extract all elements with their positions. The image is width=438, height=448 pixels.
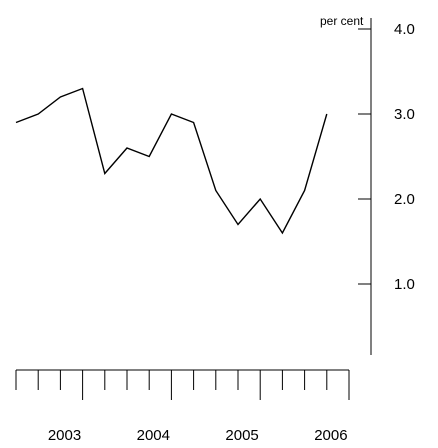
y-tick-label: 3.0 [394,106,415,123]
y-tick-label: 4.0 [394,21,415,38]
y-axis-unit-label: per cent [320,14,364,28]
x-year-label: 2005 [225,427,258,444]
series-line [15,87,328,235]
y-tick-label: 1.0 [394,276,415,293]
x-year-label: 2006 [314,427,347,444]
x-year-label: 2004 [137,427,170,444]
y-tick-label: 2.0 [394,191,415,208]
x-ticks [15,370,350,400]
x-year-label: 2003 [48,427,81,444]
y-tick-labels: 1.0 2.0 3.0 4.0 [394,21,415,293]
x-year-labels: 2003 2004 2005 2006 [48,427,348,444]
y-ticks [358,28,371,285]
